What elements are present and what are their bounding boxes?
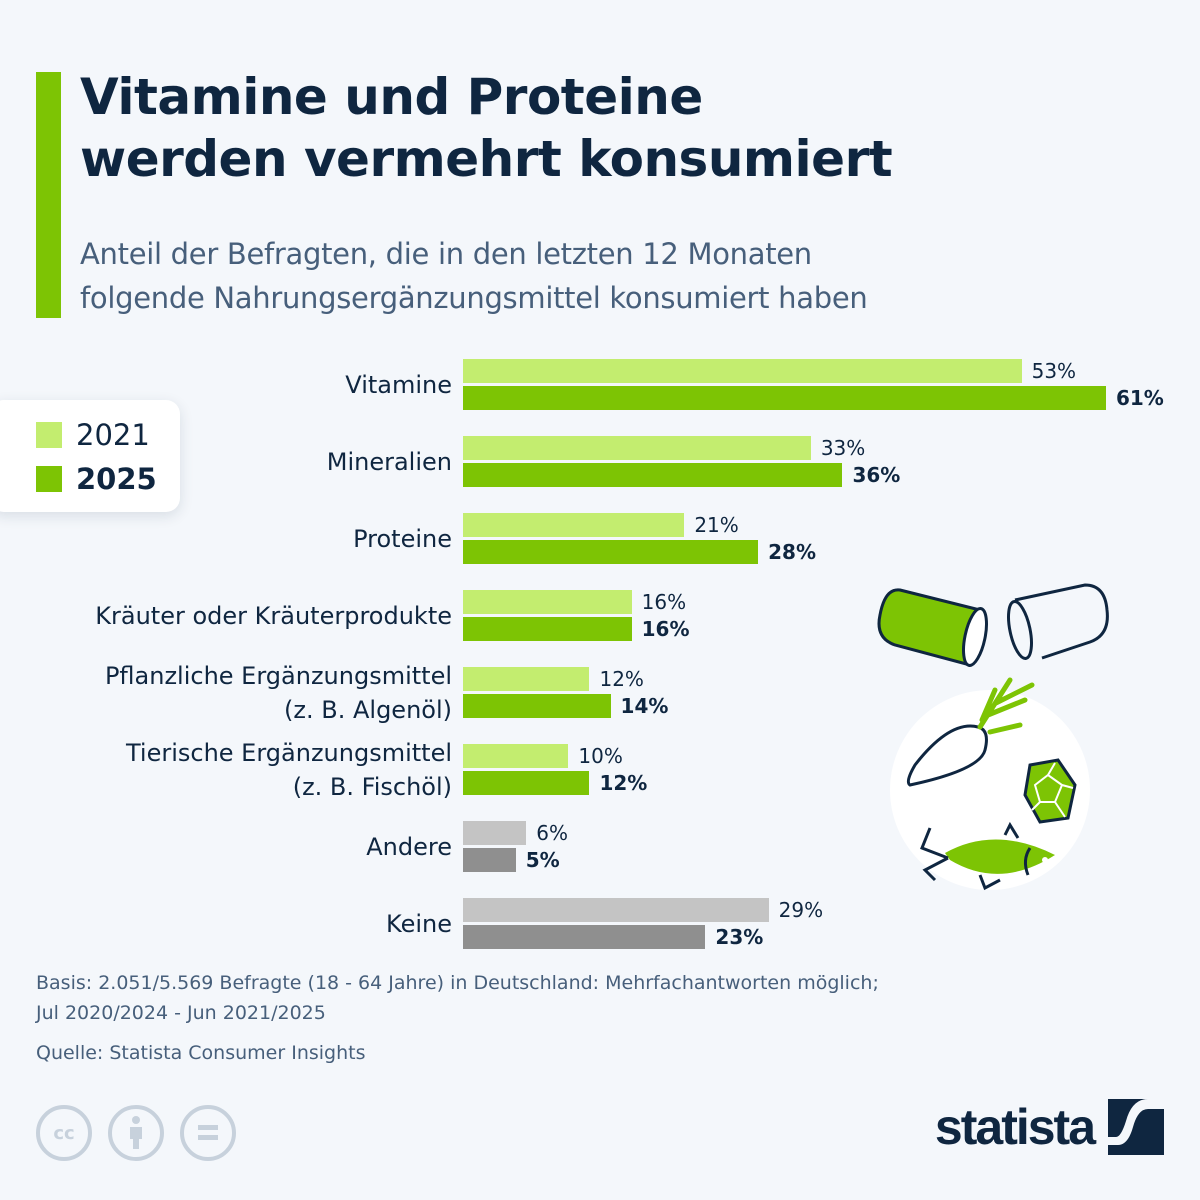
category-label-line: Proteine [353, 524, 452, 553]
value-label-2021: 53% [1031, 359, 1077, 383]
value-label-2021: 10% [578, 744, 623, 768]
category-label: Andere [366, 830, 452, 864]
value-label-2025: 16% [641, 617, 690, 641]
category-label: Pflanzliche Ergänzungsmittel (z. B. Algen… [105, 659, 452, 727]
bar-2025 [463, 386, 1106, 410]
category-label-line: Tierische Ergänzungsmittel [125, 738, 452, 767]
category-label-line: Mineralien [326, 447, 452, 476]
license-icons[interactable]: cc [36, 1105, 236, 1161]
category-label: Vitamine [345, 368, 452, 402]
fish-icon [920, 821, 1055, 891]
value-label-2025: 36% [852, 463, 901, 487]
bar-2021 [463, 898, 769, 922]
title-accent-bar [36, 72, 61, 318]
basis-note: Basis: 2.051/5.569 Befragte (18 - 64 Jah… [36, 968, 879, 1028]
subtitle-line-1: Anteil der Befragten, die in den letzten… [80, 237, 812, 271]
value-label-2025: 28% [768, 540, 816, 564]
capsule-icon [877, 583, 1109, 667]
bar-2025 [463, 771, 590, 795]
category-label-line: Keine [386, 909, 452, 938]
statista-brand[interactable]: statista [935, 1098, 1164, 1156]
statista-wordmark: statista [934, 1099, 1096, 1155]
bar-2021 [463, 513, 685, 537]
bar-2021 [463, 821, 527, 845]
category-label-line: (z. B. Algenöl) [284, 695, 452, 724]
bar-2021 [463, 744, 569, 768]
legend: 2021 2025 [0, 400, 180, 512]
equals-glyph [198, 1125, 218, 1140]
source-note: Quelle: Statista Consumer Insights [36, 1042, 366, 1064]
no-derivatives-icon[interactable] [180, 1105, 236, 1161]
value-label-2025: 12% [599, 771, 648, 795]
value-label-2025: 5% [525, 848, 560, 872]
category-label-line: Andere [366, 832, 452, 861]
supplements-illustration [877, 583, 1109, 891]
title-line-1: Vitamine und Proteine [80, 68, 703, 126]
category-label-line: (z. B. Fischöl) [292, 772, 452, 801]
basis-line-2: Jul 2020/2024 - Jun 2021/2025 [36, 1002, 326, 1024]
bar-2025 [463, 848, 516, 872]
person-glyph [130, 1116, 142, 1149]
bar-2025 [463, 540, 759, 564]
category-label: Keine [386, 907, 452, 941]
value-label-2021: 29% [778, 898, 824, 922]
legend-label-2025: 2025 [76, 462, 157, 496]
bar-2025 [463, 694, 611, 718]
bar-2021 [463, 667, 590, 691]
legend-swatch-2021 [36, 422, 62, 448]
mineral-icon [1023, 758, 1077, 824]
basis-line-1: Basis: 2.051/5.569 Befragte (18 - 64 Jah… [36, 972, 879, 994]
bar-2021 [463, 436, 811, 460]
subtitle-line-2: folgende Nahrungsergänzungsmittel konsum… [80, 281, 868, 315]
bar-2025 [463, 925, 706, 949]
value-label-2021: 33% [820, 436, 866, 460]
value-label-2021: 16% [641, 590, 687, 614]
category-label: Kräuter oder Kräuterprodukte [95, 599, 452, 633]
legend-item-2025: 2025 [36, 462, 157, 496]
bar-2021 [463, 359, 1022, 383]
category-label: Mineralien [327, 445, 452, 479]
value-label-2025: 23% [715, 925, 764, 949]
category-label-line: Kräuter oder Kräuterprodukte [95, 601, 452, 630]
bar-2025 [463, 463, 843, 487]
category-label: Proteine [353, 522, 452, 556]
cc-icon-label: cc [53, 1122, 75, 1144]
cc-icon[interactable]: cc [36, 1105, 92, 1161]
value-label-2025: 61% [1115, 386, 1164, 410]
bar-2021 [463, 590, 632, 614]
title-line-2: werden vermehrt konsumiert [80, 130, 893, 188]
category-label-line: Pflanzliche Ergänzungsmittel [104, 661, 452, 690]
value-label-2021: 6% [536, 821, 568, 845]
value-label-2021: 12% [599, 667, 644, 691]
legend-label-2021: 2021 [76, 418, 150, 452]
legend-swatch-2025 [36, 466, 62, 492]
carrot-icon [906, 677, 1035, 787]
value-label-2021: 21% [694, 513, 739, 537]
attribution-icon[interactable] [108, 1105, 164, 1161]
statista-logo-icon [1108, 1099, 1164, 1155]
chart-subtitle: Anteil der Befragten, die in den letzten… [80, 232, 1180, 320]
chart-title: Vitamine und Proteine werden vermehrt ko… [80, 66, 1180, 190]
bar-2025 [463, 617, 632, 641]
category-label: Tierische Ergänzungsmittel (z. B. Fischöl… [126, 736, 452, 804]
category-label-line: Vitamine [345, 370, 452, 399]
value-label-2025: 14% [620, 694, 669, 718]
legend-item-2021: 2021 [36, 418, 150, 452]
